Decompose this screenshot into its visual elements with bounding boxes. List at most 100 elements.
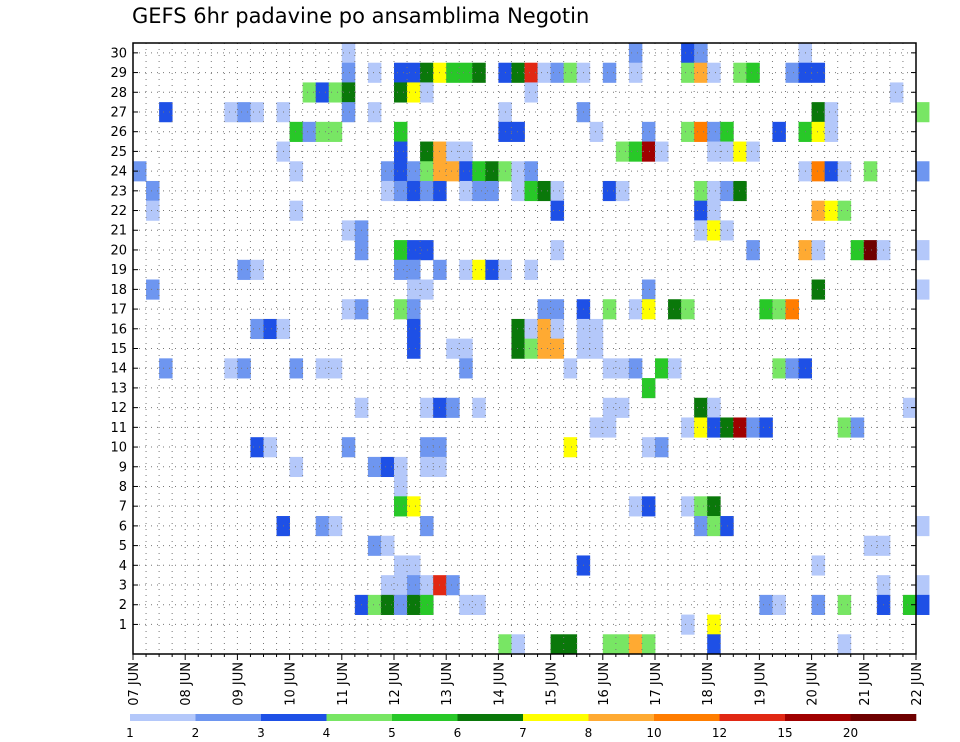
heatmap-cell	[446, 397, 460, 418]
heatmap-cell	[472, 180, 486, 202]
heatmap-cell	[550, 318, 565, 340]
heatmap-cell	[811, 102, 826, 123]
y-tick-label: 25	[110, 145, 127, 160]
heatmap-cell	[420, 161, 434, 182]
colorbar-label: 8	[585, 726, 593, 740]
heatmap-cell	[485, 259, 499, 280]
heatmap-cell	[641, 141, 656, 162]
heatmap-cell	[380, 161, 395, 182]
heatmap-cell	[681, 121, 695, 142]
y-tick-label: 13	[110, 381, 127, 396]
heatmap-cell	[563, 62, 578, 83]
heatmap-cell	[837, 634, 852, 655]
x-tick-label: 14 JUN	[492, 662, 507, 706]
heatmap-cell	[511, 634, 525, 655]
heatmap-cell	[459, 338, 473, 359]
heatmap-cell	[263, 437, 277, 458]
x-tick-label: 07 JUN	[127, 662, 142, 706]
heatmap-cell	[694, 220, 708, 241]
heatmap-cell	[641, 378, 656, 399]
y-tick-label: 11	[110, 421, 127, 436]
x-tick-label: 09 JUN	[231, 662, 246, 706]
heatmap-cell	[602, 62, 617, 83]
x-tick-label: 16 JUN	[597, 662, 612, 706]
heatmap-cell	[380, 456, 395, 478]
heatmap-cell	[498, 634, 512, 655]
heatmap-cell	[837, 200, 852, 221]
heatmap-cell	[459, 594, 473, 615]
y-tick-label: 9	[119, 460, 127, 475]
colorbar-label: 3	[257, 726, 265, 740]
colorbar-segment	[785, 714, 851, 721]
heatmap-cell	[746, 141, 760, 162]
heatmap-cell	[485, 180, 499, 202]
heatmap-cell	[328, 121, 343, 142]
heatmap-cell	[394, 456, 408, 478]
heatmap-cell	[641, 299, 656, 320]
heatmap-cell	[420, 180, 434, 202]
y-tick-label: 10	[110, 441, 127, 456]
heatmap-cell	[707, 121, 721, 142]
heatmap-cell	[459, 180, 473, 202]
heatmap-cell	[237, 259, 251, 280]
heatmap-cell	[289, 358, 304, 379]
x-tick-label: 10 JUN	[284, 662, 299, 706]
heatmap-cell	[380, 594, 395, 615]
heatmap-cell	[550, 338, 565, 359]
heatmap-cell	[407, 82, 421, 103]
heatmap-cell	[328, 516, 343, 537]
heatmap-cell	[641, 279, 656, 300]
heatmap-cell	[407, 338, 421, 359]
heatmap-cell	[811, 62, 826, 83]
heatmap-cell	[472, 161, 486, 182]
heatmap-cell	[146, 200, 160, 221]
heatmap-cell	[785, 62, 799, 83]
heatmap-cell	[681, 62, 695, 83]
heatmap-cell	[589, 121, 604, 142]
heatmap-cell	[407, 299, 421, 320]
heatmap-cell	[394, 555, 408, 576]
heatmap-cell	[694, 200, 708, 221]
heatmap-cell	[615, 180, 630, 202]
y-tick-label: 23	[110, 184, 127, 199]
colorbar-label: 1	[126, 726, 134, 740]
heatmap-cell	[824, 161, 839, 182]
heatmap-cell	[811, 594, 826, 615]
heatmap-cell	[694, 62, 708, 83]
heatmap-cell	[420, 240, 434, 261]
heatmap-cell	[837, 594, 852, 615]
heatmap-cell	[407, 555, 421, 576]
y-tick-label: 2	[119, 598, 127, 613]
heatmap-cell	[641, 496, 656, 517]
heatmap-cell	[524, 338, 538, 359]
heatmap-cell	[537, 180, 551, 202]
heatmap-cell	[302, 82, 317, 103]
heatmap-cell	[759, 417, 773, 438]
heatmap-cell	[420, 456, 434, 478]
heatmap-cell	[420, 516, 434, 537]
heatmap-cell	[341, 437, 356, 458]
heatmap-cell	[837, 161, 852, 182]
heatmap-cell	[407, 496, 421, 517]
heatmap-cell	[511, 180, 525, 202]
heatmap-cell	[341, 62, 356, 83]
heatmap-cell	[720, 516, 734, 537]
heatmap-cell	[694, 397, 708, 418]
heatmap-cell	[916, 516, 930, 537]
y-tick-label: 16	[110, 322, 127, 337]
heatmap-cell	[367, 62, 382, 83]
heatmap-cell	[863, 240, 878, 261]
heatmap-cell	[472, 594, 486, 615]
heatmap-cell	[850, 417, 865, 438]
heatmap-cell	[394, 121, 408, 142]
colorbar-segment	[523, 714, 589, 721]
y-tick-label: 6	[119, 519, 127, 534]
heatmap-cell	[485, 161, 499, 182]
heatmap-cell	[394, 62, 408, 83]
heatmap-cell	[863, 161, 878, 182]
heatmap-cell	[785, 299, 799, 320]
heatmap-cell	[602, 397, 617, 418]
y-tick-label: 8	[119, 480, 127, 495]
heatmap-cell	[615, 141, 630, 162]
heatmap-cell	[289, 200, 304, 221]
